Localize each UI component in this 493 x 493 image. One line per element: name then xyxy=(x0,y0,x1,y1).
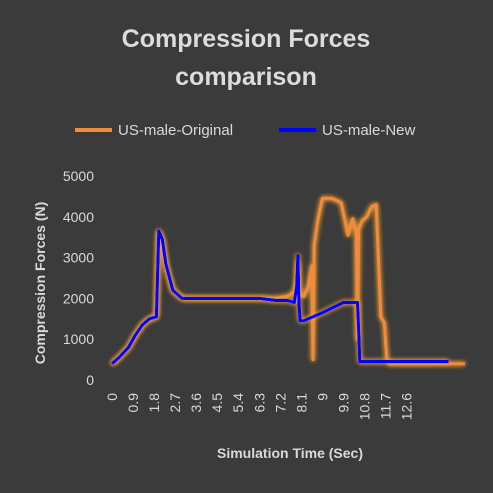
x-tick-label: 12.6 xyxy=(399,393,415,420)
y-tick-label: 5000 xyxy=(63,168,94,184)
x-tick-label: 10.8 xyxy=(356,393,372,420)
y-tick-label: 0 xyxy=(86,372,94,388)
y-axis-ticks: 0 1000 2000 3000 4000 5000 xyxy=(63,168,94,388)
y-tick-label: 2000 xyxy=(63,290,94,306)
chart-title-line-1: Compression Forces xyxy=(122,25,371,53)
y-tick-label: 1000 xyxy=(63,331,94,347)
chart-title-line-2: comparison xyxy=(175,63,317,91)
y-axis-title: Compression Forces (N) xyxy=(32,202,48,365)
x-tick-label: 11.7 xyxy=(378,393,394,419)
y-tick-label: 4000 xyxy=(63,209,94,225)
series-line-original xyxy=(111,196,465,366)
x-tick-label: 4.5 xyxy=(209,393,225,413)
x-tick-label: 6.3 xyxy=(251,393,267,413)
y-tick-label: 3000 xyxy=(63,250,94,266)
x-tick-label: 0 xyxy=(104,393,120,401)
x-tick-label: 2.7 xyxy=(167,393,183,413)
x-tick-label: 8.1 xyxy=(293,393,309,413)
x-tick-label: 3.6 xyxy=(188,393,204,413)
x-axis-title: Simulation Time (Sec) xyxy=(217,445,363,461)
x-tick-label: 0.9 xyxy=(125,393,141,413)
x-tick-label: 5.4 xyxy=(230,393,246,413)
x-tick-label: 9 xyxy=(314,393,330,401)
x-tick-label: 7.2 xyxy=(272,393,288,413)
x-tick-label: 9.9 xyxy=(335,393,351,413)
series-line-new xyxy=(110,229,449,365)
legend-label-original: US-male-Original xyxy=(118,122,233,139)
legend-label-new: US-male-New xyxy=(322,122,416,139)
plot-lines xyxy=(110,196,465,366)
x-tick-label: 1.8 xyxy=(146,393,162,413)
legend: US-male-Original US-male-New xyxy=(75,122,416,139)
x-axis-ticks: 0 0.9 1.8 2.7 3.6 4.5 5.4 6.3 7.2 8.1 9 9.9 10.8 11.7… xyxy=(104,393,415,420)
